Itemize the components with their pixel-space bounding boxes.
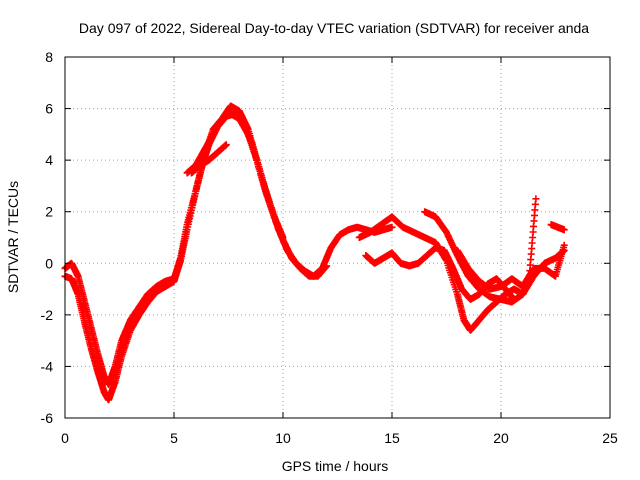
chart-title: Day 097 of 2022, Sidereal Day-to-day VTE… [79,20,589,36]
y-tick-label: 2 [45,204,53,220]
x-tick-label: 5 [170,430,178,446]
data-point-markers [453,241,568,293]
x-tick-label: 20 [493,430,509,446]
y-tick-label: 4 [45,152,53,168]
x-tick-label: 10 [275,430,291,446]
plot-frame [64,56,611,419]
x-tick-label: 25 [602,430,618,446]
x-tick-label: 15 [384,430,400,446]
series-arc-3 [183,102,287,241]
y-tick-label: 0 [45,255,53,271]
data-point-markers [547,221,568,234]
y-tick-label: 8 [45,49,53,65]
x-axis-label: GPS time / hours [282,458,389,474]
grid [65,57,610,418]
series-arc-8 [453,241,568,293]
y-tick-label: -6 [41,410,54,426]
y-tick-label: -4 [41,358,54,374]
data-point-markers [183,102,287,241]
data-marks [61,102,568,404]
x-tick-label: 0 [61,430,69,446]
y-tick-label: 6 [45,101,53,117]
axis-ticks: 0 5 10 15 20 25 -6 -4 -2 0 2 4 6 8 [41,49,618,446]
y-tick-label: -2 [41,307,54,323]
data-point-markers [187,141,230,177]
series-arc-9 [547,221,568,234]
series-arc-4 [187,141,230,177]
y-axis-label: SDTVAR / TECUs [5,181,21,293]
